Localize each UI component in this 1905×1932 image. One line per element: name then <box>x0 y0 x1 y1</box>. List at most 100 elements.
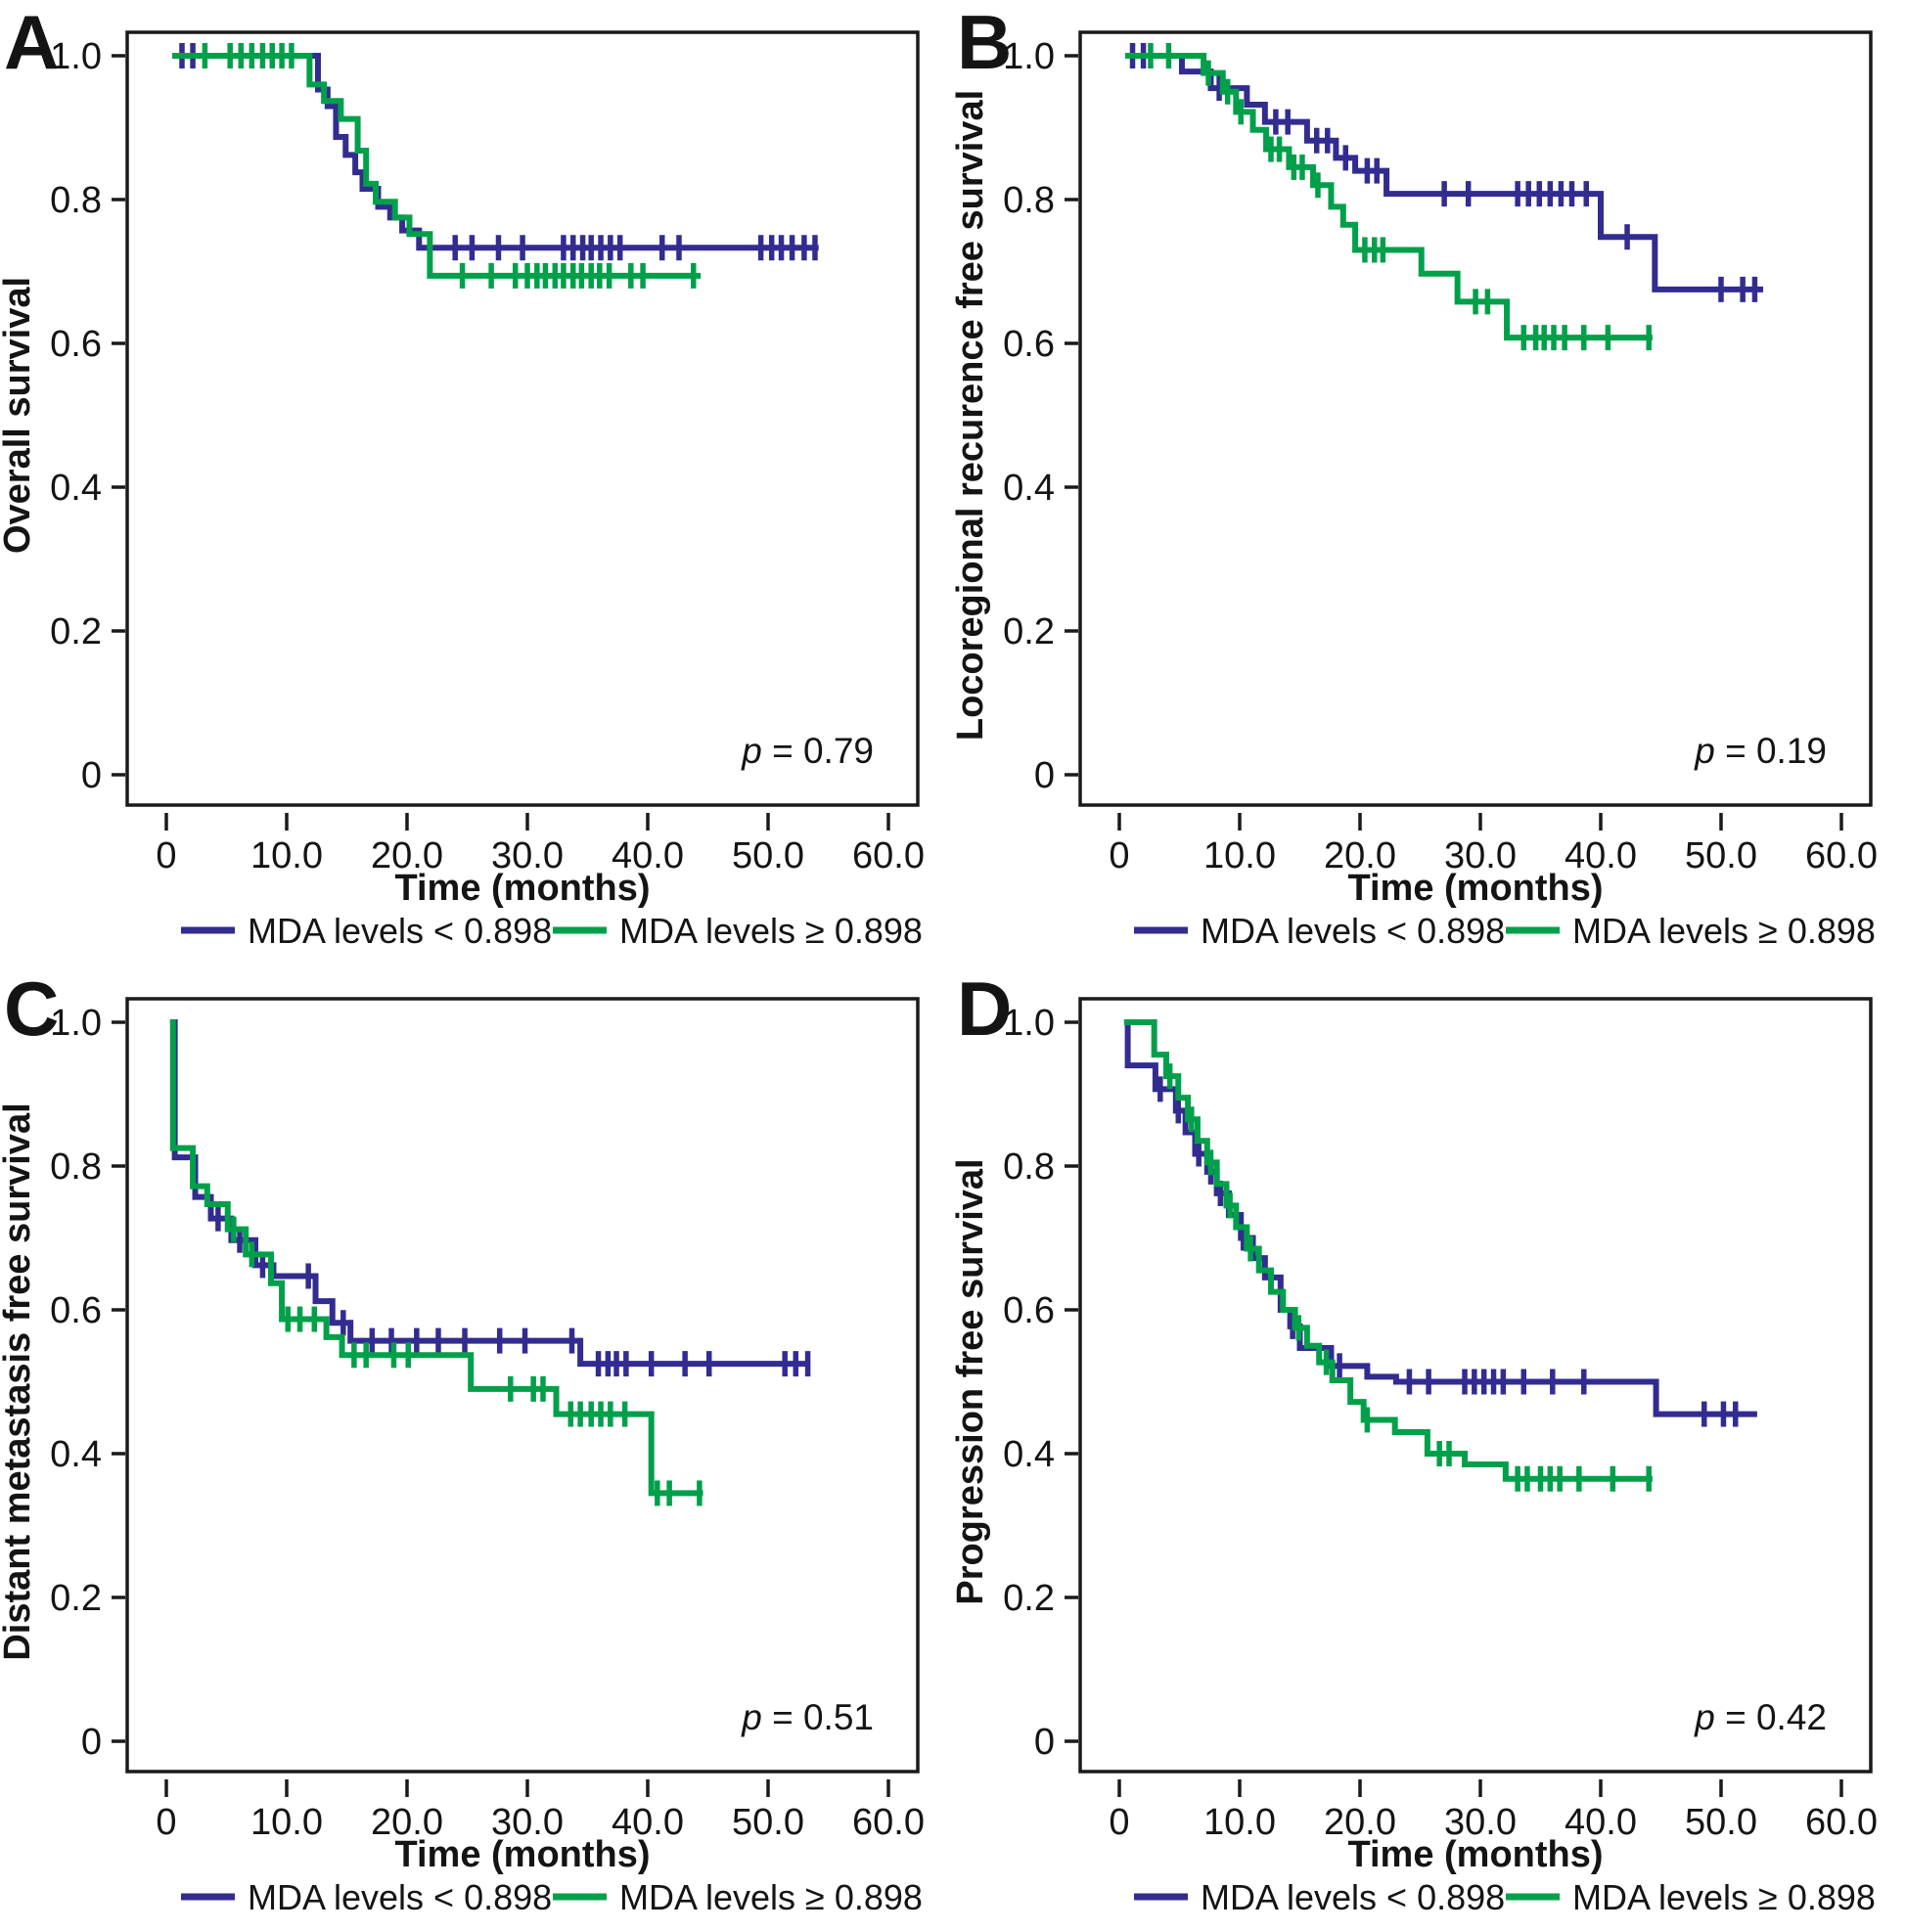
legend: MDA levels < 0.898 MDA levels ≥ 0.898 <box>1133 1877 1876 1917</box>
x-tick-label: 20.0 <box>1324 1802 1396 1843</box>
y-tick-label: 0.6 <box>50 1290 102 1331</box>
x-tick-label: 60.0 <box>852 1802 925 1843</box>
censor-marks-mda-high <box>231 1216 703 1505</box>
survival-curve-mda-high <box>1123 1018 1653 1482</box>
plot-box <box>1077 30 1873 807</box>
y-axis-title: Locoregional recurence free survival <box>953 90 991 741</box>
panel-letter: D <box>957 966 1012 1052</box>
survival-curve-mda-low <box>170 1018 811 1367</box>
plot-box <box>1077 996 1873 1774</box>
panel-letter: B <box>957 0 1012 85</box>
legend-label-mda-high: MDA levels ≥ 0.898 <box>1572 1877 1876 1917</box>
y-tick-label: 1.0 <box>1003 1003 1055 1044</box>
y-tick-label: 0.4 <box>50 468 102 509</box>
x-tick-label: 0 <box>1109 1802 1129 1843</box>
legend: MDA levels < 0.898 MDA levels ≥ 0.898 <box>1133 911 1876 951</box>
y-tick-label: 0.8 <box>1003 1146 1055 1188</box>
y-tick-label: 1.0 <box>50 1003 102 1044</box>
x-tick-label: 40.0 <box>612 1802 684 1843</box>
y-tick-label: 0.2 <box>50 1578 102 1619</box>
x-axis-title: Time (months) <box>394 868 650 909</box>
x-tick-label: 50.0 <box>1685 835 1757 876</box>
x-tick-label: 30.0 <box>491 1802 564 1843</box>
legend: MDA levels < 0.898 MDA levels ≥ 0.898 <box>181 911 923 951</box>
censor-marks-mda-high <box>202 43 697 289</box>
x-tick-label: 0 <box>156 1802 176 1843</box>
x-tick-label: 40.0 <box>612 835 684 876</box>
x-tick-label: 50.0 <box>1685 1802 1757 1843</box>
x-tick-label: 40.0 <box>1565 1802 1637 1843</box>
legend-label-mda-low: MDA levels < 0.898 <box>248 911 552 951</box>
km-chart-locoregional-recurrence-free-survival: B1.0 0.8 0.6 0.4 0.2 0 0 10.0 20.0 30.0 40.0 50.0 60… <box>953 0 1878 951</box>
km-chart-distant-metastasis-free-survival: C1.0 0.8 0.6 0.4 0.2 0 0 10.0 20.0 30.0 40.0 50.0 60… <box>0 966 925 1917</box>
legend-label-mda-high: MDA levels ≥ 0.898 <box>619 1877 923 1917</box>
survival-curve-mda-low <box>1123 1018 1757 1417</box>
legend-label-mda-low: MDA levels < 0.898 <box>1201 1877 1505 1917</box>
y-tick-label: 0.2 <box>50 611 102 652</box>
y-tick-label: 0.6 <box>1003 324 1055 365</box>
panel-letter: C <box>4 966 59 1052</box>
y-tick-label: 0.8 <box>50 180 102 221</box>
x-tick-label: 10.0 <box>1203 835 1276 876</box>
y-tick-label: 0.4 <box>1003 1434 1055 1475</box>
y-tick-label: 0.4 <box>1003 468 1055 509</box>
y-axis-title: Overall survival <box>0 277 38 554</box>
panel-locoregional-recurrence-free-survival: B 1.0 0.8 0.6 0.4 0.2 0 0 10.0 20.0 30.0 40.0 50.0 60… <box>953 0 1905 966</box>
legend-label-mda-high: MDA levels ≥ 0.898 <box>619 911 923 951</box>
panel-overall-survival: A 1.0 0.8 0.6 0.4 0.2 0 0 10.0 20.0 30.0 40.0 50.0 60… <box>0 0 953 966</box>
survival-curve-mda-high <box>172 53 702 279</box>
x-tick-label: 10.0 <box>1203 1802 1276 1843</box>
censor-marks-mda-high <box>1147 43 1652 351</box>
x-axis-title: Time (months) <box>394 1834 650 1875</box>
x-tick-label: 20.0 <box>371 1802 443 1843</box>
legend: MDA levels < 0.898 MDA levels ≥ 0.898 <box>181 1877 923 1917</box>
x-tick-label: 0 <box>1109 835 1129 876</box>
legend-label-mda-low: MDA levels < 0.898 <box>248 1877 552 1917</box>
x-tick-label: 60.0 <box>852 835 925 876</box>
y-tick-label: 0 <box>81 755 102 796</box>
y-tick-label: 0.6 <box>1003 1290 1055 1331</box>
y-axis-title: Distant metastasis free survival <box>0 1102 38 1660</box>
y-tick-label: 1.0 <box>50 36 102 77</box>
y-tick-label: 0 <box>81 1722 102 1763</box>
legend-label-mda-low: MDA levels < 0.898 <box>1201 911 1505 951</box>
p-value-label: p = 0.51 <box>741 1697 874 1737</box>
x-tick-label: 10.0 <box>250 1802 323 1843</box>
y-tick-label: 0.2 <box>1003 1578 1055 1619</box>
plot-box <box>125 996 920 1774</box>
y-tick-label: 0 <box>1033 1722 1054 1763</box>
x-axis-title: Time (months) <box>1347 1834 1603 1875</box>
x-axis-title: Time (months) <box>1347 868 1603 909</box>
panel-progression-free-survival: D 1.0 0.8 0.6 0.4 0.2 0 0 10.0 20.0 30.0 40.0 50.0 60… <box>953 966 1905 1932</box>
x-tick-label: 20.0 <box>1324 835 1396 876</box>
x-tick-label: 20.0 <box>371 835 443 876</box>
survival-curve-mda-low <box>172 53 819 251</box>
km-chart-overall-survival: A1.0 0.8 0.6 0.4 0.2 0 0 10.0 20.0 30.0 40.0 50.0 60… <box>0 0 925 951</box>
x-tick-label: 30.0 <box>1444 1802 1517 1843</box>
p-value-label: p = 0.79 <box>741 731 874 771</box>
x-tick-label: 0 <box>156 835 176 876</box>
y-tick-label: 0.2 <box>1003 611 1055 652</box>
x-tick-label: 50.0 <box>732 835 804 876</box>
y-tick-label: 0.8 <box>50 1146 102 1188</box>
plot-box <box>125 30 920 807</box>
legend-label-mda-high: MDA levels ≥ 0.898 <box>1572 911 1876 951</box>
x-tick-label: 60.0 <box>1805 835 1878 876</box>
x-tick-label: 10.0 <box>250 835 323 876</box>
censor-marks-mda-low <box>179 43 818 261</box>
panel-letter: A <box>4 0 59 85</box>
y-tick-label: 1.0 <box>1003 36 1055 77</box>
y-tick-label: 0.4 <box>50 1434 102 1475</box>
x-tick-label: 50.0 <box>732 1802 804 1843</box>
x-tick-label: 30.0 <box>491 835 564 876</box>
panel-distant-metastasis-free-survival: C 1.0 0.8 0.6 0.4 0.2 0 0 10.0 20.0 30.0 40.0 50.0 60… <box>0 966 953 1932</box>
p-value-label: p = 0.42 <box>1694 1697 1827 1737</box>
p-value-label: p = 0.19 <box>1694 731 1827 771</box>
y-tick-label: 0.6 <box>50 324 102 365</box>
y-axis-title: Progression free survival <box>953 1158 991 1604</box>
km-chart-progression-free-survival: D1.0 0.8 0.6 0.4 0.2 0 0 10.0 20.0 30.0 40.0 50.0 60… <box>953 966 1878 1917</box>
x-tick-label: 40.0 <box>1565 835 1637 876</box>
x-tick-label: 60.0 <box>1805 1802 1878 1843</box>
y-tick-label: 0 <box>1033 755 1054 796</box>
